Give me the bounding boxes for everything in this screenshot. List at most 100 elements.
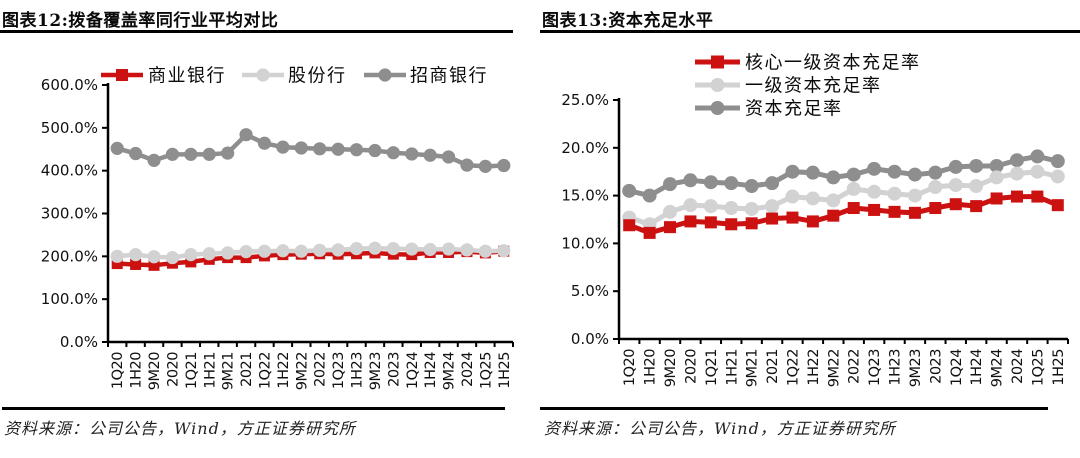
square-marker (704, 216, 717, 229)
circle-marker (460, 243, 474, 257)
circle-marker (202, 147, 216, 161)
x-tick-label: 1Q25 (1030, 349, 1046, 386)
x-tick-label: 2020 (165, 352, 181, 387)
square-marker (806, 215, 819, 228)
circle-marker (785, 164, 800, 179)
circle-marker (313, 142, 327, 156)
circle-marker (221, 246, 235, 260)
x-tick-label: 1Q24 (949, 349, 965, 386)
circle-marker (423, 148, 437, 162)
square-marker (786, 211, 799, 224)
circle-marker (887, 164, 902, 179)
x-tick-label: 9M20 (147, 352, 163, 390)
series-dark-gray (622, 149, 1065, 203)
x-tick-label: 2024 (460, 352, 476, 387)
square-marker (766, 212, 779, 225)
x-tick-label: 2023 (386, 352, 402, 387)
circle-marker (276, 244, 290, 258)
y-tick-label: 400.0% (41, 162, 98, 180)
y-tick-label: 0.0% (571, 330, 609, 348)
circle-marker (785, 189, 800, 204)
circle-marker (642, 188, 657, 203)
x-tick-label: 2024 (1010, 349, 1026, 384)
legend-marker (116, 69, 128, 81)
x-tick-label: 9M21 (221, 352, 237, 390)
x-tick-label: 2020 (683, 349, 699, 384)
x-tick-label: 1H24 (969, 349, 985, 386)
x-tick-label: 1H23 (350, 352, 366, 389)
legend-item: 商业银行 (101, 66, 226, 87)
x-tick-label: 1Q23 (867, 349, 883, 386)
x-tick-label: 1Q22 (785, 349, 801, 386)
square-marker (990, 192, 1003, 205)
legend-marker (710, 101, 725, 115)
figure-12-title-rule (0, 30, 513, 33)
circle-marker (165, 147, 180, 161)
legend-marker (256, 68, 270, 82)
legend-label: 商业银行 (148, 66, 226, 87)
x-tick-label: 9M20 (663, 349, 679, 387)
x-tick-label: 1Q24 (405, 352, 421, 389)
circle-marker (202, 247, 216, 261)
x-tick-label: 1H25 (497, 352, 513, 389)
square-marker (868, 203, 881, 216)
circle-marker (948, 159, 963, 174)
circle-marker (110, 141, 124, 155)
series-line (628, 153, 1059, 199)
legend-item: 招商银行 (364, 66, 488, 87)
legend-marker (711, 55, 724, 69)
x-tick-label: 1Q21 (184, 352, 200, 389)
x-tick-label: 9M24 (442, 352, 458, 390)
circle-marker (1030, 149, 1045, 164)
figure-13-source-rule (540, 407, 1048, 410)
x-tick-label: 2022 (313, 352, 329, 387)
series-line (628, 194, 1059, 236)
circle-marker (386, 242, 400, 256)
y-tick-label: 600.0% (41, 76, 98, 94)
y-tick-label: 500.0% (41, 119, 98, 137)
circle-marker (441, 150, 456, 164)
circle-marker (257, 136, 272, 150)
circle-marker (1009, 166, 1024, 181)
figure-12-title: 图表12:拨备覆盖率同行业平均对比 (2, 11, 279, 31)
figure-12-source-rule (2, 407, 505, 410)
circle-marker (744, 201, 759, 216)
circle-marker (1050, 154, 1065, 169)
x-tick-label: 1Q22 (257, 352, 273, 389)
circle-marker (313, 243, 327, 257)
square-marker (725, 218, 738, 231)
circle-marker (744, 179, 759, 194)
circle-marker (724, 176, 739, 191)
x-tick-label: 2022 (847, 349, 863, 384)
circle-marker (184, 248, 198, 262)
square-marker (908, 206, 921, 219)
y-tick-label: 100.0% (41, 290, 98, 308)
legend-marker (378, 68, 392, 82)
circle-marker (478, 244, 492, 258)
circle-marker (907, 167, 922, 182)
circle-marker (184, 147, 198, 161)
y-tick-label: 300.0% (41, 205, 98, 223)
circle-marker (867, 184, 882, 199)
circle-marker (765, 176, 780, 191)
circle-marker (497, 244, 511, 258)
x-tick-label: 1Q20 (622, 349, 638, 386)
legend-label: 招商银行 (410, 66, 488, 87)
circle-marker (846, 167, 861, 182)
circle-marker (765, 199, 780, 214)
figure-13-title-rule (540, 30, 1080, 33)
square-marker (130, 258, 142, 270)
circle-marker (405, 147, 419, 161)
legend-label: 资本充足率 (745, 99, 843, 120)
x-tick-label: 1H22 (806, 349, 822, 386)
x-tick-label: 9M22 (294, 352, 310, 390)
circle-marker (928, 179, 943, 194)
x-tick-label: 1H23 (888, 349, 904, 386)
legend-label: 股份行 (288, 66, 347, 87)
circle-marker (460, 158, 474, 172)
circle-marker (147, 250, 161, 264)
legend-item: 股份行 (242, 66, 347, 87)
x-tick-label: 1H20 (643, 349, 659, 386)
circle-marker (239, 245, 253, 259)
circle-marker (129, 146, 143, 161)
